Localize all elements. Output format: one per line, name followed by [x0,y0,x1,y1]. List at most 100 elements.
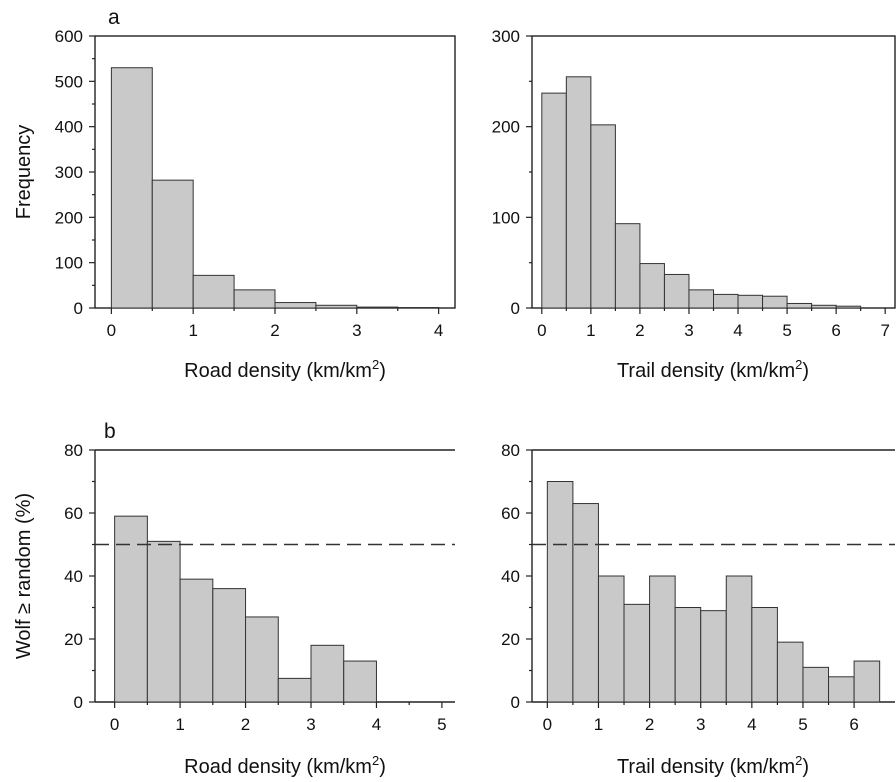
histogram-bar [565,76,592,309]
histogram-bar [639,263,665,309]
x-tick-label: 6 [831,321,840,340]
x-tick-label: 0 [537,321,546,340]
histogram-bar [835,305,862,309]
x-axis-label: Road density (km/km2) [184,753,386,778]
histogram-bar [597,575,625,703]
y-tick-label: 0 [74,693,83,712]
panel-a-left: 0 1 2 3 4 0 100 200 300 400 500 600 Road density (km… [13,27,456,382]
histogram-bar [751,607,778,703]
histogram-bar [590,124,616,309]
x-axis-label: Trail density (km/km2) [617,357,809,382]
x-tick-label: 1 [175,715,184,734]
x-tick-label: 4 [733,321,742,340]
histogram-bar [146,540,181,703]
y-tick-label: 300 [492,27,520,46]
histogram-bar [110,67,153,309]
histogram-bar [614,223,641,309]
x-tick-label: 3 [696,715,705,734]
x-tick-label: 1 [586,321,595,340]
y-tick-label: 80 [64,441,83,460]
histogram-bar [623,603,651,703]
x-tick-label: 1 [594,715,603,734]
y-tick-label: 200 [492,118,520,137]
histogram-bar [356,306,399,309]
x-tick-label: 3 [306,715,315,734]
y-tick-label: 80 [501,441,520,460]
histogram-bar [700,610,727,703]
histogram-bar [713,293,739,309]
histogram-bar [776,641,804,703]
histogram-bar [725,575,753,703]
y-axis-label: Wolf ≥ random (%) [13,493,35,659]
x-tick-label: 3 [684,321,693,340]
histogram-bar [541,92,567,309]
y-tick-label: 0 [511,299,520,318]
x-tick-label: 0 [543,715,552,734]
y-tick-label: 500 [55,72,83,91]
x-tick-label: 0 [107,321,116,340]
histogram-bar [649,575,676,703]
histogram-bar [762,295,788,309]
y-tick-label: 400 [55,118,83,137]
histogram-bar [343,660,377,703]
x-tick-label: 4 [372,715,381,734]
x-tick-label: 5 [437,715,446,734]
x-tick-label: 2 [635,321,644,340]
histogram-bar [811,304,837,309]
histogram-bar [179,578,214,703]
x-tick-label: 2 [270,321,279,340]
x-tick-label: 5 [782,321,791,340]
y-tick-label: 60 [501,504,520,523]
x-tick-label: 5 [798,715,807,734]
x-axis-label: Road density (km/km2) [184,357,386,382]
x-tick-label: 1 [188,321,197,340]
x-tick-label: 7 [880,321,889,340]
histogram-bar [151,179,194,309]
histogram-bar [277,677,312,703]
panel-a-right: 0 1 2 3 4 5 6 7 0 100 200 300 Trail density (km/km2) [492,27,896,382]
histogram-bar [853,660,881,703]
y-tick-label: 40 [64,567,83,586]
histogram-bar [212,588,247,703]
histogram-bar [245,616,279,703]
y-tick-label: 300 [55,163,83,182]
x-tick-label: 4 [434,321,443,340]
histogram-bar [546,481,574,703]
histogram-bar [572,503,599,703]
x-tick-label: 6 [849,715,858,734]
histogram-bar [688,289,714,309]
histogram-bar [737,294,764,309]
histogram-bar [802,666,830,703]
y-tick-label: 0 [74,299,83,318]
histogram-bar [828,676,855,703]
y-tick-label: 60 [64,504,83,523]
histogram-bar [114,515,148,703]
histogram-bar [274,302,317,309]
x-tick-label: 2 [645,715,654,734]
y-tick-label: 0 [511,693,520,712]
histogram-bar [192,274,235,309]
panel-letter-a: a [108,6,120,29]
x-tick-label: 2 [241,715,250,734]
y-tick-label: 20 [501,630,520,649]
x-tick-label: 3 [352,321,361,340]
y-tick-label: 40 [501,567,520,586]
y-tick-label: 600 [55,27,83,46]
y-tick-label: 20 [64,630,83,649]
histogram-bar [310,644,345,703]
histogram-bar [315,304,358,309]
x-tick-label: 4 [747,715,756,734]
x-axis-label: Trail density (km/km2) [617,753,809,778]
y-tick-label: 100 [55,254,83,273]
y-tick-label: 200 [55,208,83,227]
y-tick-label: 100 [492,208,520,227]
panel-b-left: 0 1 2 3 4 5 0 20 40 60 80 Road density (km/km2) Wolf… [13,441,455,778]
y-axis-label: Frequency [13,125,35,220]
histogram-bar [786,302,813,309]
histogram-bar [233,289,276,309]
histogram-bar [663,273,690,309]
x-tick-label: 0 [110,715,119,734]
histogram-bar [674,607,702,703]
